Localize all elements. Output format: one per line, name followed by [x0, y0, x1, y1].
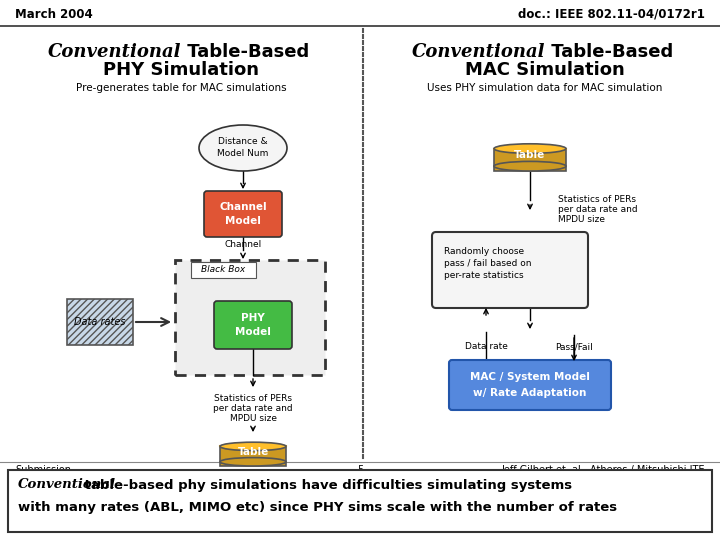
Text: Submission: Submission	[15, 465, 71, 475]
Text: Table-Based: Table-Based	[181, 43, 310, 61]
Text: Statistics of PERs: Statistics of PERs	[214, 394, 292, 403]
Ellipse shape	[199, 125, 287, 171]
Text: with many rates (ABL, MIMO etc) since PHY sims scale with the number of rates: with many rates (ABL, MIMO etc) since PH…	[18, 501, 617, 514]
Text: PHY Simulation: PHY Simulation	[103, 61, 259, 79]
Text: Table: Table	[238, 447, 269, 457]
Text: Data rates: Data rates	[74, 317, 126, 327]
Text: Distance &: Distance &	[218, 138, 268, 146]
Text: w/ Rate Adaptation: w/ Rate Adaptation	[473, 388, 587, 398]
Ellipse shape	[220, 457, 286, 466]
Text: MAC Simulation: MAC Simulation	[465, 61, 625, 79]
Text: Black Box: Black Box	[201, 266, 245, 274]
Text: Model: Model	[235, 327, 271, 337]
Ellipse shape	[494, 161, 566, 171]
Text: table-based phy simulations have difficulties simulating systems: table-based phy simulations have difficu…	[80, 478, 572, 491]
FancyBboxPatch shape	[175, 260, 325, 375]
Text: Model Num: Model Num	[217, 150, 269, 159]
FancyBboxPatch shape	[204, 191, 282, 237]
Text: doc.: IEEE 802.11-04/0172r1: doc.: IEEE 802.11-04/0172r1	[518, 8, 705, 21]
Text: MAC / System Model: MAC / System Model	[470, 372, 590, 382]
Bar	[67, 299, 133, 345]
Text: Table: Table	[514, 150, 546, 160]
Text: Randomly choose: Randomly choose	[444, 247, 524, 256]
Text: Jeff Gilbert et. al., Atheros / Mitsubishi ITE: Jeff Gilbert et. al., Atheros / Mitsubis…	[502, 465, 705, 475]
Text: Conventional: Conventional	[48, 43, 181, 61]
FancyBboxPatch shape	[8, 470, 712, 532]
Bar	[494, 148, 566, 171]
FancyBboxPatch shape	[449, 360, 611, 410]
Text: per-rate statistics: per-rate statistics	[444, 272, 523, 280]
FancyBboxPatch shape	[191, 262, 256, 278]
Text: Table-Based: Table-Based	[545, 43, 673, 61]
Text: Conventional: Conventional	[18, 478, 116, 491]
Text: Channel: Channel	[225, 240, 261, 249]
Text: Model: Model	[225, 216, 261, 226]
Text: per data rate and: per data rate and	[558, 205, 638, 214]
FancyBboxPatch shape	[432, 232, 588, 308]
FancyBboxPatch shape	[214, 301, 292, 349]
Text: MPDU size: MPDU size	[230, 414, 276, 423]
Text: 5: 5	[357, 465, 363, 475]
Ellipse shape	[220, 442, 286, 450]
Text: per data rate and: per data rate and	[213, 404, 293, 413]
Text: March 2004: March 2004	[15, 8, 93, 21]
Text: pass / fail based on: pass / fail based on	[444, 260, 531, 268]
Bar	[220, 447, 286, 466]
Text: Conventional: Conventional	[412, 43, 545, 61]
Text: MPDU size: MPDU size	[558, 215, 605, 224]
Text: Pre-generates table for MAC simulations: Pre-generates table for MAC simulations	[76, 83, 287, 93]
Text: Pass/Fail: Pass/Fail	[555, 342, 593, 351]
Text: Channel: Channel	[219, 202, 267, 212]
Text: Uses PHY simulation data for MAC simulation: Uses PHY simulation data for MAC simulat…	[427, 83, 662, 93]
Ellipse shape	[494, 144, 566, 153]
Text: Data rate: Data rate	[464, 342, 508, 351]
Text: PHY: PHY	[241, 313, 265, 323]
Text: Statistics of PERs: Statistics of PERs	[558, 195, 636, 204]
